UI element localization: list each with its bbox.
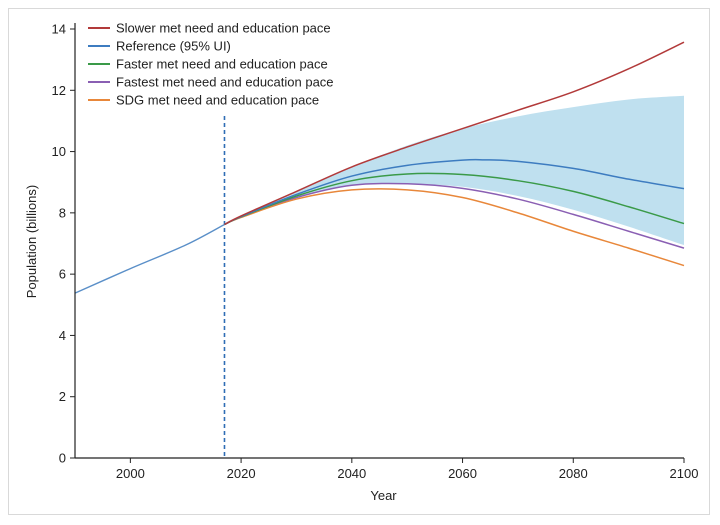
x-axis-title: Year bbox=[370, 488, 397, 503]
x-tick-label: 2100 bbox=[670, 466, 699, 481]
uncertainty-band-layer bbox=[224, 95, 684, 246]
y-tick-label: 8 bbox=[59, 205, 66, 220]
series-line-0 bbox=[224, 41, 685, 226]
axes-layer: 0 2 4 6 8 10 12 14 2000 2020 2040 2060 2080 2100 bbox=[52, 22, 699, 482]
y-axis-title: Population (billions) bbox=[24, 185, 39, 298]
series-line-1 bbox=[224, 158, 685, 226]
y-tick-label: 12 bbox=[52, 83, 66, 98]
series-line-history bbox=[74, 223, 225, 294]
x-tick-label: 2040 bbox=[337, 466, 366, 481]
y-tick-label: 4 bbox=[59, 328, 66, 343]
y-tick-label: 6 bbox=[59, 267, 66, 282]
x-tick-label: 2080 bbox=[559, 466, 588, 481]
x-tick-label: 2000 bbox=[116, 466, 145, 481]
y-tick-label: 0 bbox=[59, 451, 66, 466]
x-tick-label: 2060 bbox=[448, 466, 477, 481]
series-line-4 bbox=[224, 188, 685, 267]
series-lines-layer bbox=[74, 41, 685, 294]
legend-label-0: Slower met need and education pace bbox=[116, 21, 331, 36]
y-tick-label: 10 bbox=[52, 144, 66, 159]
legend-label-3: Fastest met need and education pace bbox=[116, 75, 334, 90]
x-tick-label: 2020 bbox=[227, 466, 256, 481]
legend-label-2: Faster met need and education pace bbox=[116, 57, 328, 72]
legend-label-4: SDG met need and education pace bbox=[116, 93, 319, 108]
legend-label-1: Reference (95% UI) bbox=[116, 39, 231, 54]
uncertainty-band bbox=[224, 95, 684, 246]
y-tick-label: 14 bbox=[52, 22, 66, 37]
chart-frame bbox=[8, 8, 710, 515]
legend: Slower met need and education pace Refere… bbox=[88, 21, 334, 108]
y-tick-label: 2 bbox=[59, 389, 66, 404]
